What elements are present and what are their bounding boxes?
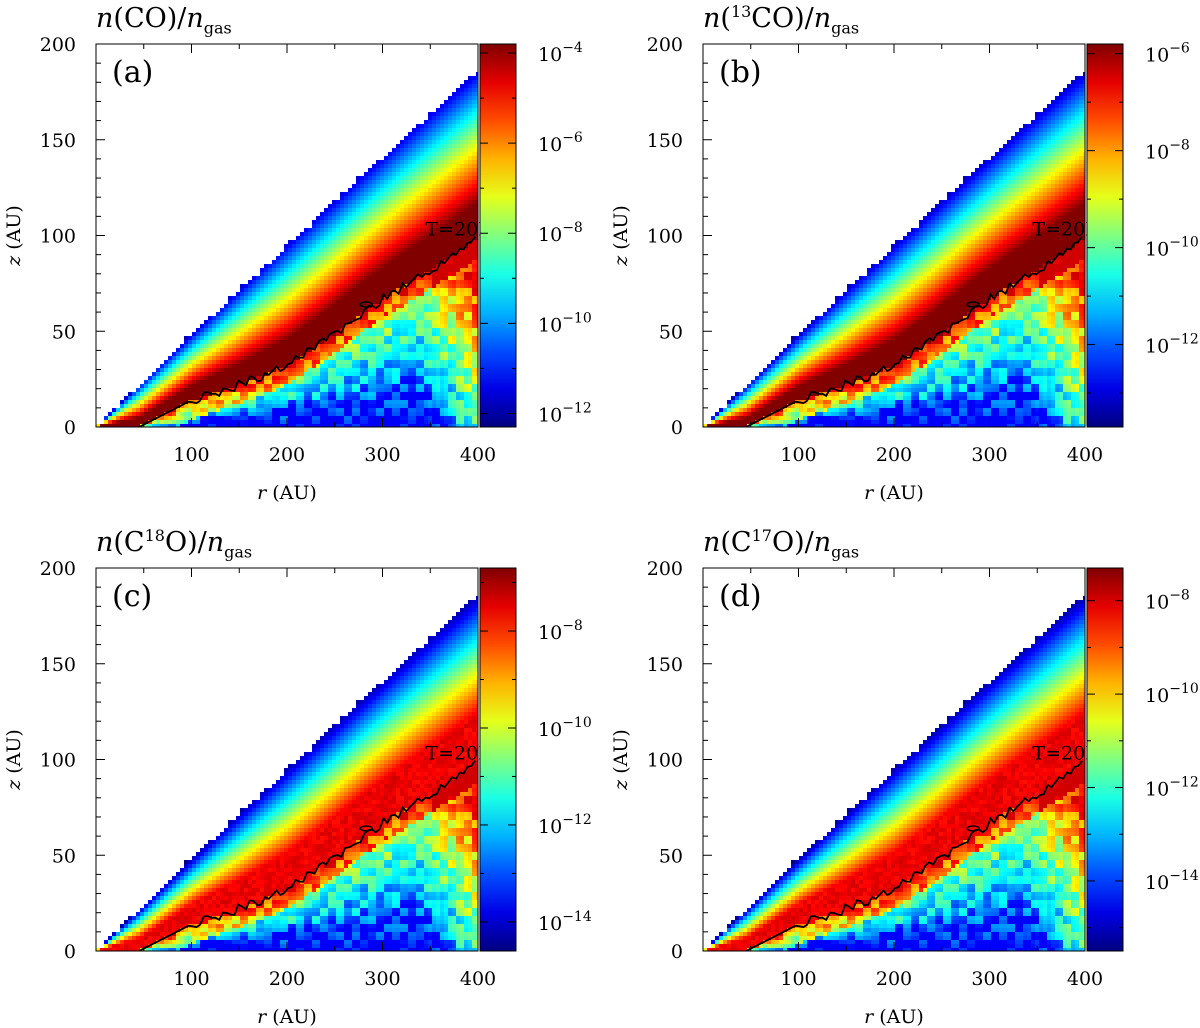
- heatmap-cells: [703, 596, 1085, 951]
- y-tick-label: 0: [671, 941, 683, 963]
- y-tick-label: 100: [647, 750, 683, 772]
- x-axis-label: r (AU): [257, 1006, 317, 1028]
- colorbar: [1086, 43, 1124, 428]
- panel-b: n(13CO)/ngas T=20K (b) 100 200 300 400 0 50 100 15…: [607, 0, 1200, 504]
- y-tick-label: 200: [40, 34, 76, 56]
- colorbar-tick-label: 10−8: [1145, 138, 1190, 164]
- x-tick-label: 300: [364, 968, 400, 990]
- heatmap-cells: [703, 72, 1085, 427]
- contour-island: [359, 301, 374, 308]
- x-tick-label: 300: [971, 444, 1007, 466]
- colorbar-tick-label: 10−4: [538, 40, 583, 66]
- y-axis-label: z (AU): [3, 729, 25, 791]
- colorbar: [1086, 567, 1124, 952]
- panel-title: n(C18O)/ngas: [96, 526, 253, 562]
- x-tick-label: 300: [971, 968, 1007, 990]
- panel-letter: (a): [112, 55, 153, 90]
- x-tick-label: 100: [173, 444, 209, 466]
- x-axis-label: r (AU): [864, 482, 924, 504]
- panel-d: n(C17O)/ngas T=20K (d) 100 200 300 400 0 50 100 15…: [607, 524, 1200, 1028]
- colorbar-tick-label: 10−12: [538, 812, 592, 838]
- contour-label: T=20K: [1032, 219, 1100, 241]
- colorbar: [479, 567, 517, 952]
- y-tick-label: 200: [647, 558, 683, 580]
- contour-label: T=20K: [425, 219, 493, 241]
- contour-label: T=20K: [425, 743, 493, 765]
- x-tick-label: 300: [364, 444, 400, 466]
- x-tick-label: 200: [876, 444, 912, 466]
- panel-letter: (c): [112, 579, 152, 614]
- panel-letter: (d): [719, 579, 762, 614]
- y-tick-label: 0: [671, 417, 683, 439]
- heatmap-plot: T=20K (a) 100 200 300 400 0 50 100 150 200 r (AU) z …: [3, 34, 592, 504]
- y-tick-label: 200: [40, 558, 76, 580]
- panel-a: n(CO)/ngas T=20K (a) 100 200 300 400 0 50 100 150 2…: [0, 0, 593, 504]
- colorbar-tick-label: 10−14: [538, 909, 592, 935]
- contour-island: [359, 825, 374, 832]
- x-tick-label: 400: [460, 968, 496, 990]
- y-tick-label: 150: [647, 130, 683, 152]
- colorbar-tick-label: 10−10: [538, 310, 592, 336]
- colorbar-tick-label: 10−10: [1145, 681, 1199, 707]
- x-tick-label: 100: [780, 968, 816, 990]
- colorbar-tick-label: 10−8: [1145, 588, 1190, 614]
- heatmap-plot: T=20K (d) 100 200 300 400 0 50 100 150 200 r (AU) z …: [610, 558, 1199, 1028]
- y-tick-label: 100: [40, 750, 76, 772]
- colorbar-tick-label: 10−10: [538, 715, 592, 741]
- panel-title: n(13CO)/ngas: [703, 2, 860, 38]
- heatmap-plot: T=20K (b) 100 200 300 400 0 50 100 150 200 r (AU) z …: [610, 34, 1199, 504]
- y-tick-label: 100: [40, 226, 76, 248]
- y-tick-label: 50: [52, 845, 76, 867]
- colorbar-tick-label: 10−12: [538, 400, 592, 426]
- colorbar-tick-label: 10−10: [1145, 235, 1199, 261]
- x-tick-label: 100: [780, 444, 816, 466]
- y-tick-label: 150: [647, 654, 683, 676]
- x-axis-label: r (AU): [864, 1006, 924, 1028]
- colorbar-tick-label: 10−12: [1145, 775, 1199, 801]
- y-tick-label: 200: [647, 34, 683, 56]
- colorbar-tick-label: 10−8: [538, 220, 583, 246]
- contour-line-t20k: [745, 236, 1083, 427]
- contour-label: T=20K: [1032, 743, 1100, 765]
- y-tick-label: 150: [40, 654, 76, 676]
- x-tick-label: 200: [876, 968, 912, 990]
- panel-c: n(C18O)/ngas T=20K (c) 100 200 300 400 0 50 100 15…: [0, 524, 593, 1028]
- y-tick-label: 0: [64, 417, 76, 439]
- contour-line-t20k: [138, 236, 476, 427]
- colorbar-tick-label: 10−6: [538, 130, 583, 156]
- y-tick-label: 50: [659, 845, 683, 867]
- x-tick-label: 200: [269, 968, 305, 990]
- panel-title: n(C17O)/ngas: [703, 526, 860, 562]
- colorbar: [479, 43, 517, 428]
- contour-line-t20k: [138, 760, 476, 951]
- heatmap-cells: [96, 596, 478, 951]
- x-tick-label: 200: [269, 444, 305, 466]
- x-tick-label: 100: [173, 968, 209, 990]
- contour-line-t20k: [745, 760, 1083, 951]
- contour-island: [966, 301, 981, 308]
- y-tick-label: 100: [647, 226, 683, 248]
- colorbar-tick-label: 10−8: [538, 618, 583, 644]
- y-axis-label: z (AU): [610, 729, 632, 791]
- y-tick-label: 0: [64, 941, 76, 963]
- heatmap-cells: [96, 72, 478, 427]
- colorbar-tick-label: 10−14: [1145, 868, 1199, 894]
- y-tick-label: 150: [40, 130, 76, 152]
- panel-title: n(CO)/ngas: [96, 3, 232, 38]
- y-tick-label: 50: [659, 321, 683, 343]
- x-tick-label: 400: [1067, 444, 1103, 466]
- panel-letter: (b): [719, 55, 762, 90]
- y-axis-label: z (AU): [3, 205, 25, 267]
- colorbar-tick-label: 10−6: [1145, 41, 1190, 67]
- x-tick-label: 400: [1067, 968, 1103, 990]
- contour-island: [966, 825, 981, 832]
- heatmap-plot: T=20K (c) 100 200 300 400 0 50 100 150 200 r (AU) z …: [3, 558, 592, 1028]
- x-tick-label: 400: [460, 444, 496, 466]
- colorbar-tick-label: 10−12: [1145, 332, 1199, 358]
- x-axis-label: r (AU): [257, 482, 317, 504]
- y-axis-label: z (AU): [610, 205, 632, 267]
- y-tick-label: 50: [52, 321, 76, 343]
